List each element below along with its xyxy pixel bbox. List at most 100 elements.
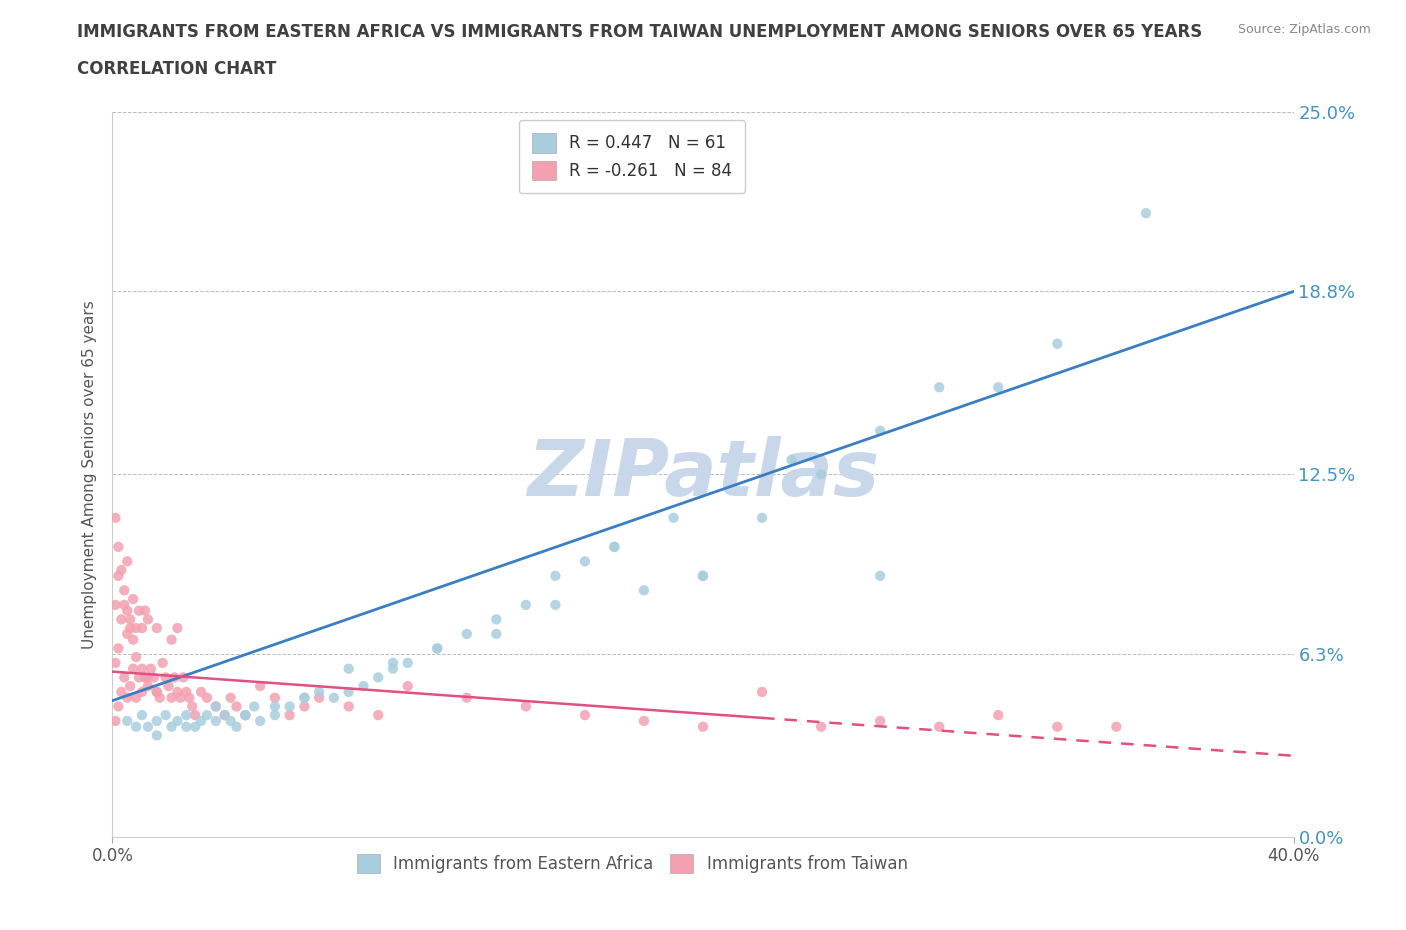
Point [633,583,655,598]
Point [117,690,138,705]
Point [131,620,153,635]
Point [110,563,132,578]
Point [136,670,159,684]
Point [131,661,153,676]
Point [456,627,478,642]
Point [337,699,360,714]
Point [396,656,419,671]
Point [337,684,360,699]
Point [928,719,950,734]
Point [751,511,773,525]
Point [184,708,207,723]
Point [125,690,148,705]
Point [225,719,247,734]
Point [249,679,271,694]
Text: Source: ZipAtlas.com: Source: ZipAtlas.com [1237,23,1371,36]
Point [112,583,135,598]
Point [382,661,405,676]
Point [544,568,567,583]
Point [163,670,186,684]
Point [515,597,537,612]
Point [134,604,156,618]
Point [190,713,212,728]
Point [120,679,142,694]
Point [174,684,197,699]
Point [120,612,142,627]
Point [122,661,145,676]
Point [205,713,228,728]
Point [107,641,129,656]
Point [337,661,360,676]
Point [136,612,159,627]
Point [195,708,218,723]
Point [117,604,138,618]
Point [104,713,127,728]
Point [810,719,832,734]
Point [367,670,389,684]
Legend: Immigrants from Eastern Africa, Immigrants from Taiwan: Immigrants from Eastern Africa, Immigran… [350,847,914,880]
Point [166,684,188,699]
Point [869,713,891,728]
Point [107,568,129,583]
Point [219,713,242,728]
Point [146,684,169,699]
Point [136,719,159,734]
Point [125,650,148,665]
Point [125,719,148,734]
Point [128,604,150,618]
Point [112,670,135,684]
Point [146,684,169,699]
Point [1046,337,1069,352]
Point [160,719,183,734]
Point [160,690,183,705]
Point [987,708,1010,723]
Point [142,670,165,684]
Point [117,554,138,569]
Point [323,690,346,705]
Point [174,719,197,734]
Point [131,684,153,699]
Point [367,708,389,723]
Point [122,632,145,647]
Point [120,620,142,635]
Point [544,597,567,612]
Point [117,627,138,642]
Point [485,612,508,627]
Point [456,690,478,705]
Point [869,568,891,583]
Point [190,684,212,699]
Point [219,690,242,705]
Point [1135,206,1157,220]
Point [292,699,315,714]
Point [166,713,188,728]
Point [157,679,180,694]
Point [110,612,132,627]
Point [1046,719,1069,734]
Text: IMMIGRANTS FROM EASTERN AFRICA VS IMMIGRANTS FROM TAIWAN UNEMPLOYMENT AMONG SENI: IMMIGRANTS FROM EASTERN AFRICA VS IMMIGR… [77,23,1202,41]
Point [243,699,266,714]
Point [292,690,315,705]
Point [107,699,129,714]
Point [160,632,183,647]
Point [184,719,207,734]
Point [214,708,236,723]
Point [603,539,626,554]
Point [574,708,596,723]
Point [179,690,201,705]
Point [810,467,832,482]
Point [136,679,159,694]
Point [110,684,132,699]
Point [107,539,129,554]
Point [692,568,714,583]
Point [225,699,247,714]
Point [264,699,287,714]
Point [155,670,177,684]
Point [485,627,508,642]
Point [104,597,127,612]
Point [292,690,315,705]
Point [131,708,153,723]
Point [692,568,714,583]
Point [869,423,891,438]
Point [382,656,405,671]
Point [139,661,162,676]
